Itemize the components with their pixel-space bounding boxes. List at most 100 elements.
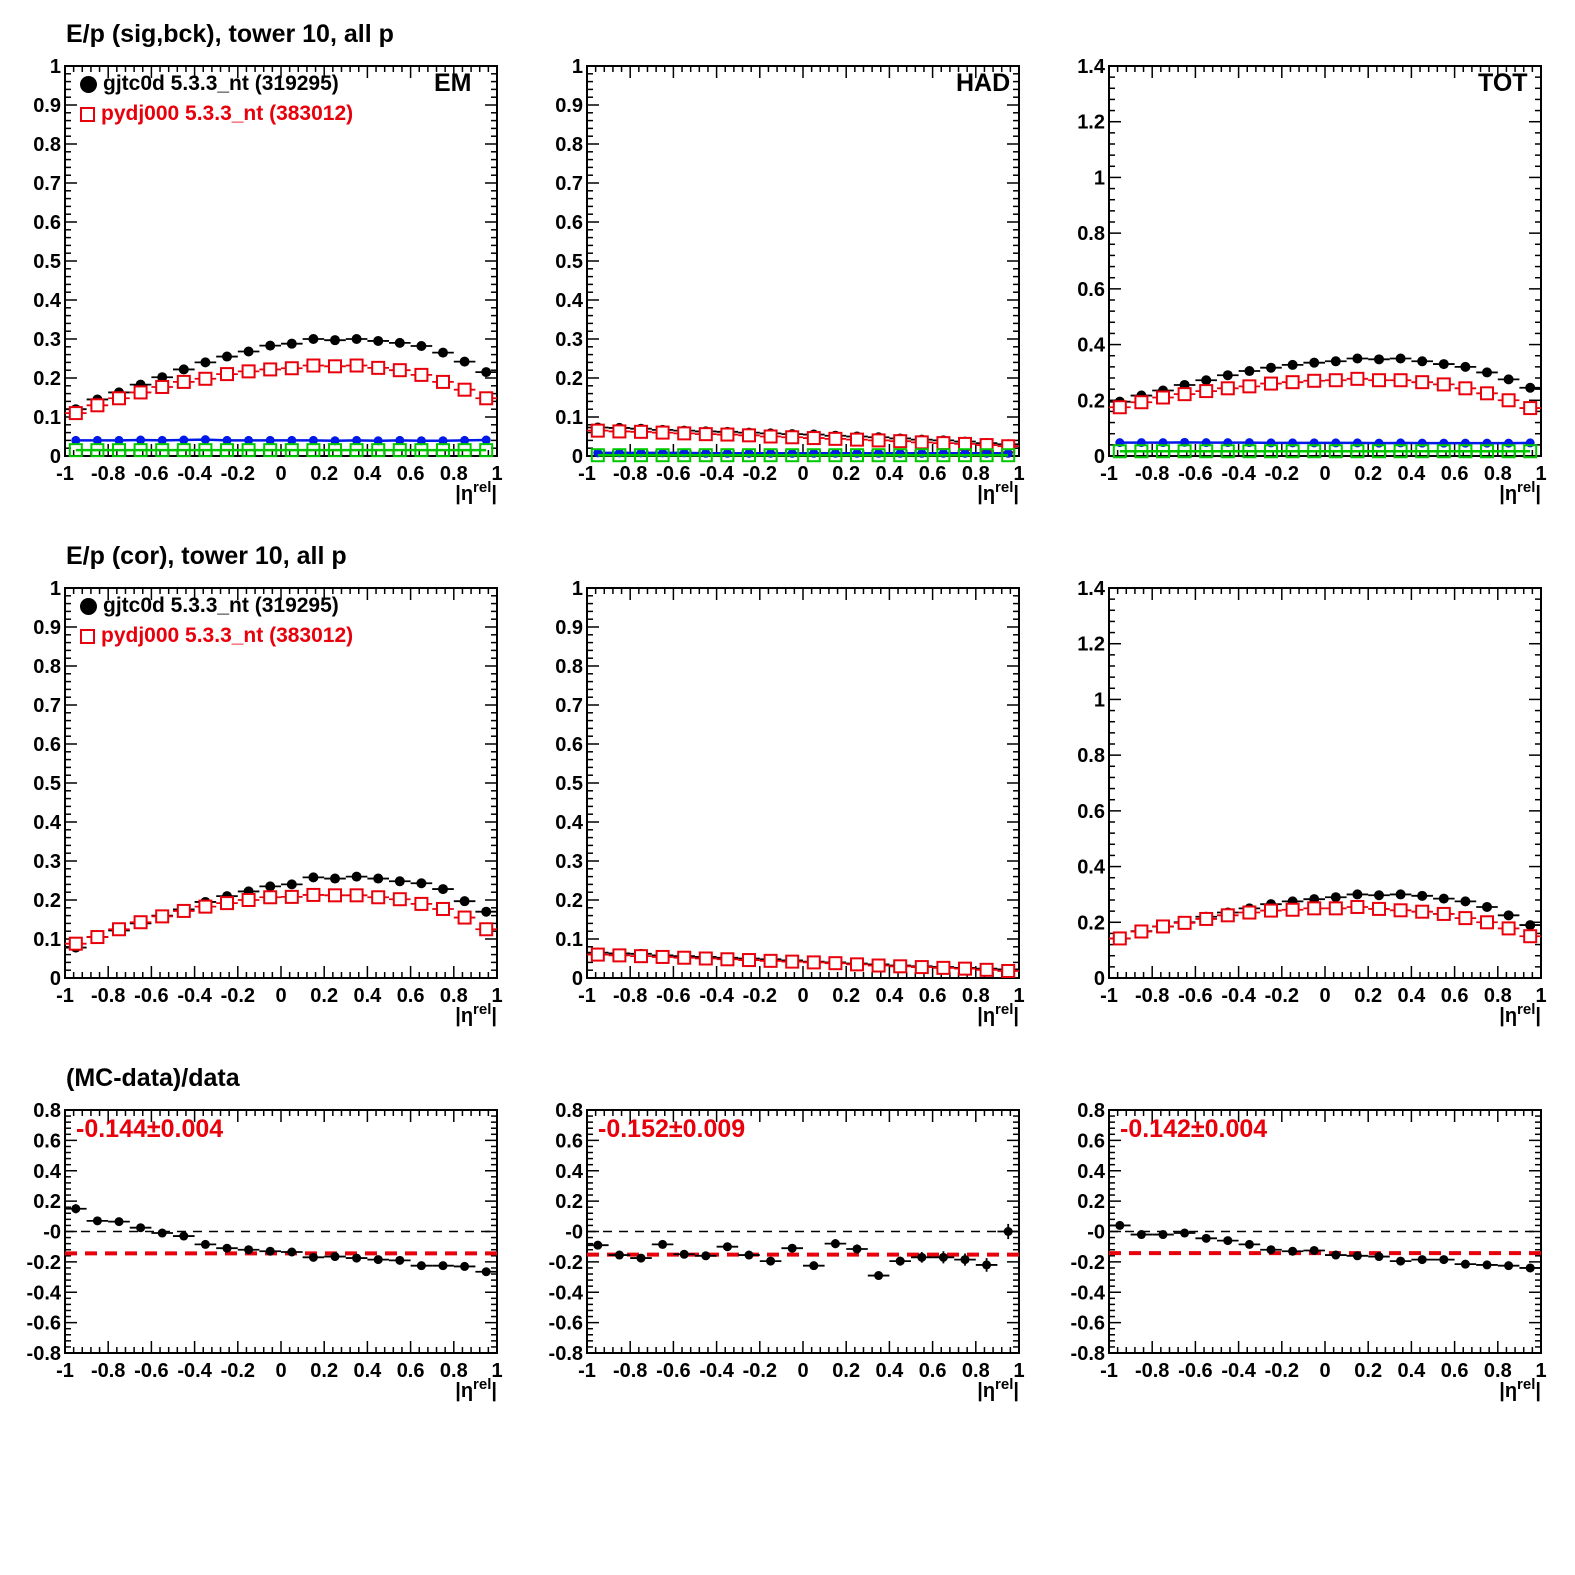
y-tick-label: 0.5	[555, 251, 583, 273]
y-tick-label: 0	[572, 968, 583, 990]
y-tick-label: 0.2	[555, 1191, 583, 1213]
mc-point	[457, 910, 472, 925]
bkg-mc-point	[1242, 444, 1257, 459]
bkg-mc-point	[655, 448, 670, 463]
x-tick-label: -0.2	[1265, 463, 1299, 485]
bkg-mc-point	[176, 443, 191, 458]
mc-point	[936, 436, 951, 451]
y-tick-label: 0	[1094, 968, 1105, 990]
ratio-label-em: -0.144±0.004	[76, 1115, 224, 1143]
x-axis-title-part: |η	[977, 483, 995, 505]
ratio-point	[874, 1271, 884, 1281]
ratio-point	[481, 1267, 491, 1277]
mc-point	[634, 949, 648, 964]
legend-data-label: gjtc0d 5.3.3_nt (319295)	[103, 594, 339, 617]
mc-point	[742, 428, 756, 443]
panel-label-had: HAD	[956, 69, 1011, 97]
ratio-point	[1003, 1227, 1013, 1236]
bkg-mc-point	[198, 443, 213, 458]
x-axis-title-part: rel	[995, 479, 1013, 496]
y-tick-label: -0.8	[549, 1343, 583, 1365]
y-tick-label: 0.1	[555, 929, 583, 951]
series-open	[1109, 371, 1541, 416]
data-point	[373, 335, 384, 346]
x-tick-label: -0.6	[656, 985, 690, 1007]
mc-point	[914, 960, 929, 975]
y-tick-label: 0.3	[555, 851, 583, 873]
bkg-data-point	[308, 435, 318, 445]
y-tick-label: -0.6	[27, 1313, 61, 1335]
x-tick-label: 0.2	[1354, 1360, 1382, 1382]
x-tick-label: 0.4	[353, 985, 382, 1007]
bkg-data-point	[1374, 438, 1384, 448]
x-axis-title-part: rel	[473, 1001, 491, 1018]
y-tick-label: 0.4	[1077, 1161, 1106, 1183]
plot-frame	[586, 65, 1020, 457]
data-point	[1503, 374, 1514, 385]
mc-point	[763, 429, 778, 444]
x-axis-title: |ηrel|	[977, 1376, 1019, 1402]
bkg-mc-point	[1307, 444, 1322, 459]
x-tick-label: -1	[1100, 1360, 1118, 1382]
x-tick-label: 0	[275, 463, 286, 485]
bkg-mc-point	[1328, 444, 1343, 459]
data-point	[1201, 375, 1212, 386]
y-tick-label: 0.4	[33, 290, 62, 312]
x-tick-label: -0.8	[613, 463, 647, 485]
mc-point	[1156, 390, 1170, 405]
x-tick-label: -0.4	[177, 985, 212, 1007]
data-point	[308, 872, 319, 883]
x-tick-label: -0.2	[221, 985, 255, 1007]
ratio-point	[809, 1261, 819, 1271]
mc-point	[936, 960, 951, 975]
x-axis-title: |ηrel|	[455, 1376, 497, 1402]
x-tick-label: -0.2	[743, 1360, 777, 1382]
x-tick-label: -0.6	[1178, 1360, 1212, 1382]
mc-point	[1328, 901, 1343, 916]
x-tick-label: 0.8	[440, 985, 468, 1007]
bkg-mc-point	[328, 443, 342, 458]
data-point	[1287, 359, 1298, 370]
x-tick-label: 0.8	[440, 463, 468, 485]
x-tick-label: -0.8	[1135, 1360, 1169, 1382]
bkg-mc-point	[1199, 444, 1214, 459]
x-tick-label: 0.4	[875, 985, 904, 1007]
mc-point	[436, 374, 450, 389]
x-tick-label: -0.4	[177, 1360, 212, 1382]
mc-point	[263, 362, 278, 377]
mc-point	[1307, 901, 1322, 916]
x-tick-label: 1	[1535, 985, 1546, 1007]
ratio-point	[1417, 1255, 1427, 1265]
bkg-mc-point	[1501, 444, 1516, 459]
series-bkg_data	[71, 435, 491, 446]
bkg-mc-point	[1134, 444, 1149, 459]
data-point	[351, 334, 362, 344]
ratio-point	[938, 1252, 948, 1262]
mc-point	[112, 922, 126, 937]
legend-entry-mc: pydj000 5.3.3_nt (383012)	[80, 621, 353, 651]
ratio-point	[852, 1244, 862, 1254]
series-bkg_mc	[68, 443, 494, 458]
x-tick-label: -0.8	[91, 1360, 125, 1382]
y-tick-label: 0	[1094, 446, 1105, 468]
x-tick-label: 0.8	[1484, 1360, 1512, 1382]
mc-point	[414, 896, 429, 911]
series-filled	[65, 871, 497, 953]
data-point	[416, 341, 427, 352]
mc-point	[1523, 401, 1538, 416]
x-tick-label: 0.8	[962, 985, 990, 1007]
data-point	[157, 372, 168, 383]
mc-point	[677, 426, 692, 441]
ratio-point	[136, 1223, 146, 1233]
bkg-mc-point	[720, 448, 735, 463]
y-tick-label: 0.4	[33, 1161, 62, 1183]
mc-point	[612, 948, 627, 963]
y-tick-label: -0	[1087, 1222, 1105, 1244]
ratio-point	[222, 1243, 232, 1253]
x-tick-label: 0.8	[962, 463, 990, 485]
x-tick-label: -1	[56, 985, 74, 1007]
mc-point	[198, 371, 213, 386]
bkg-mc-point	[1523, 444, 1538, 459]
mc-point	[1112, 931, 1127, 946]
